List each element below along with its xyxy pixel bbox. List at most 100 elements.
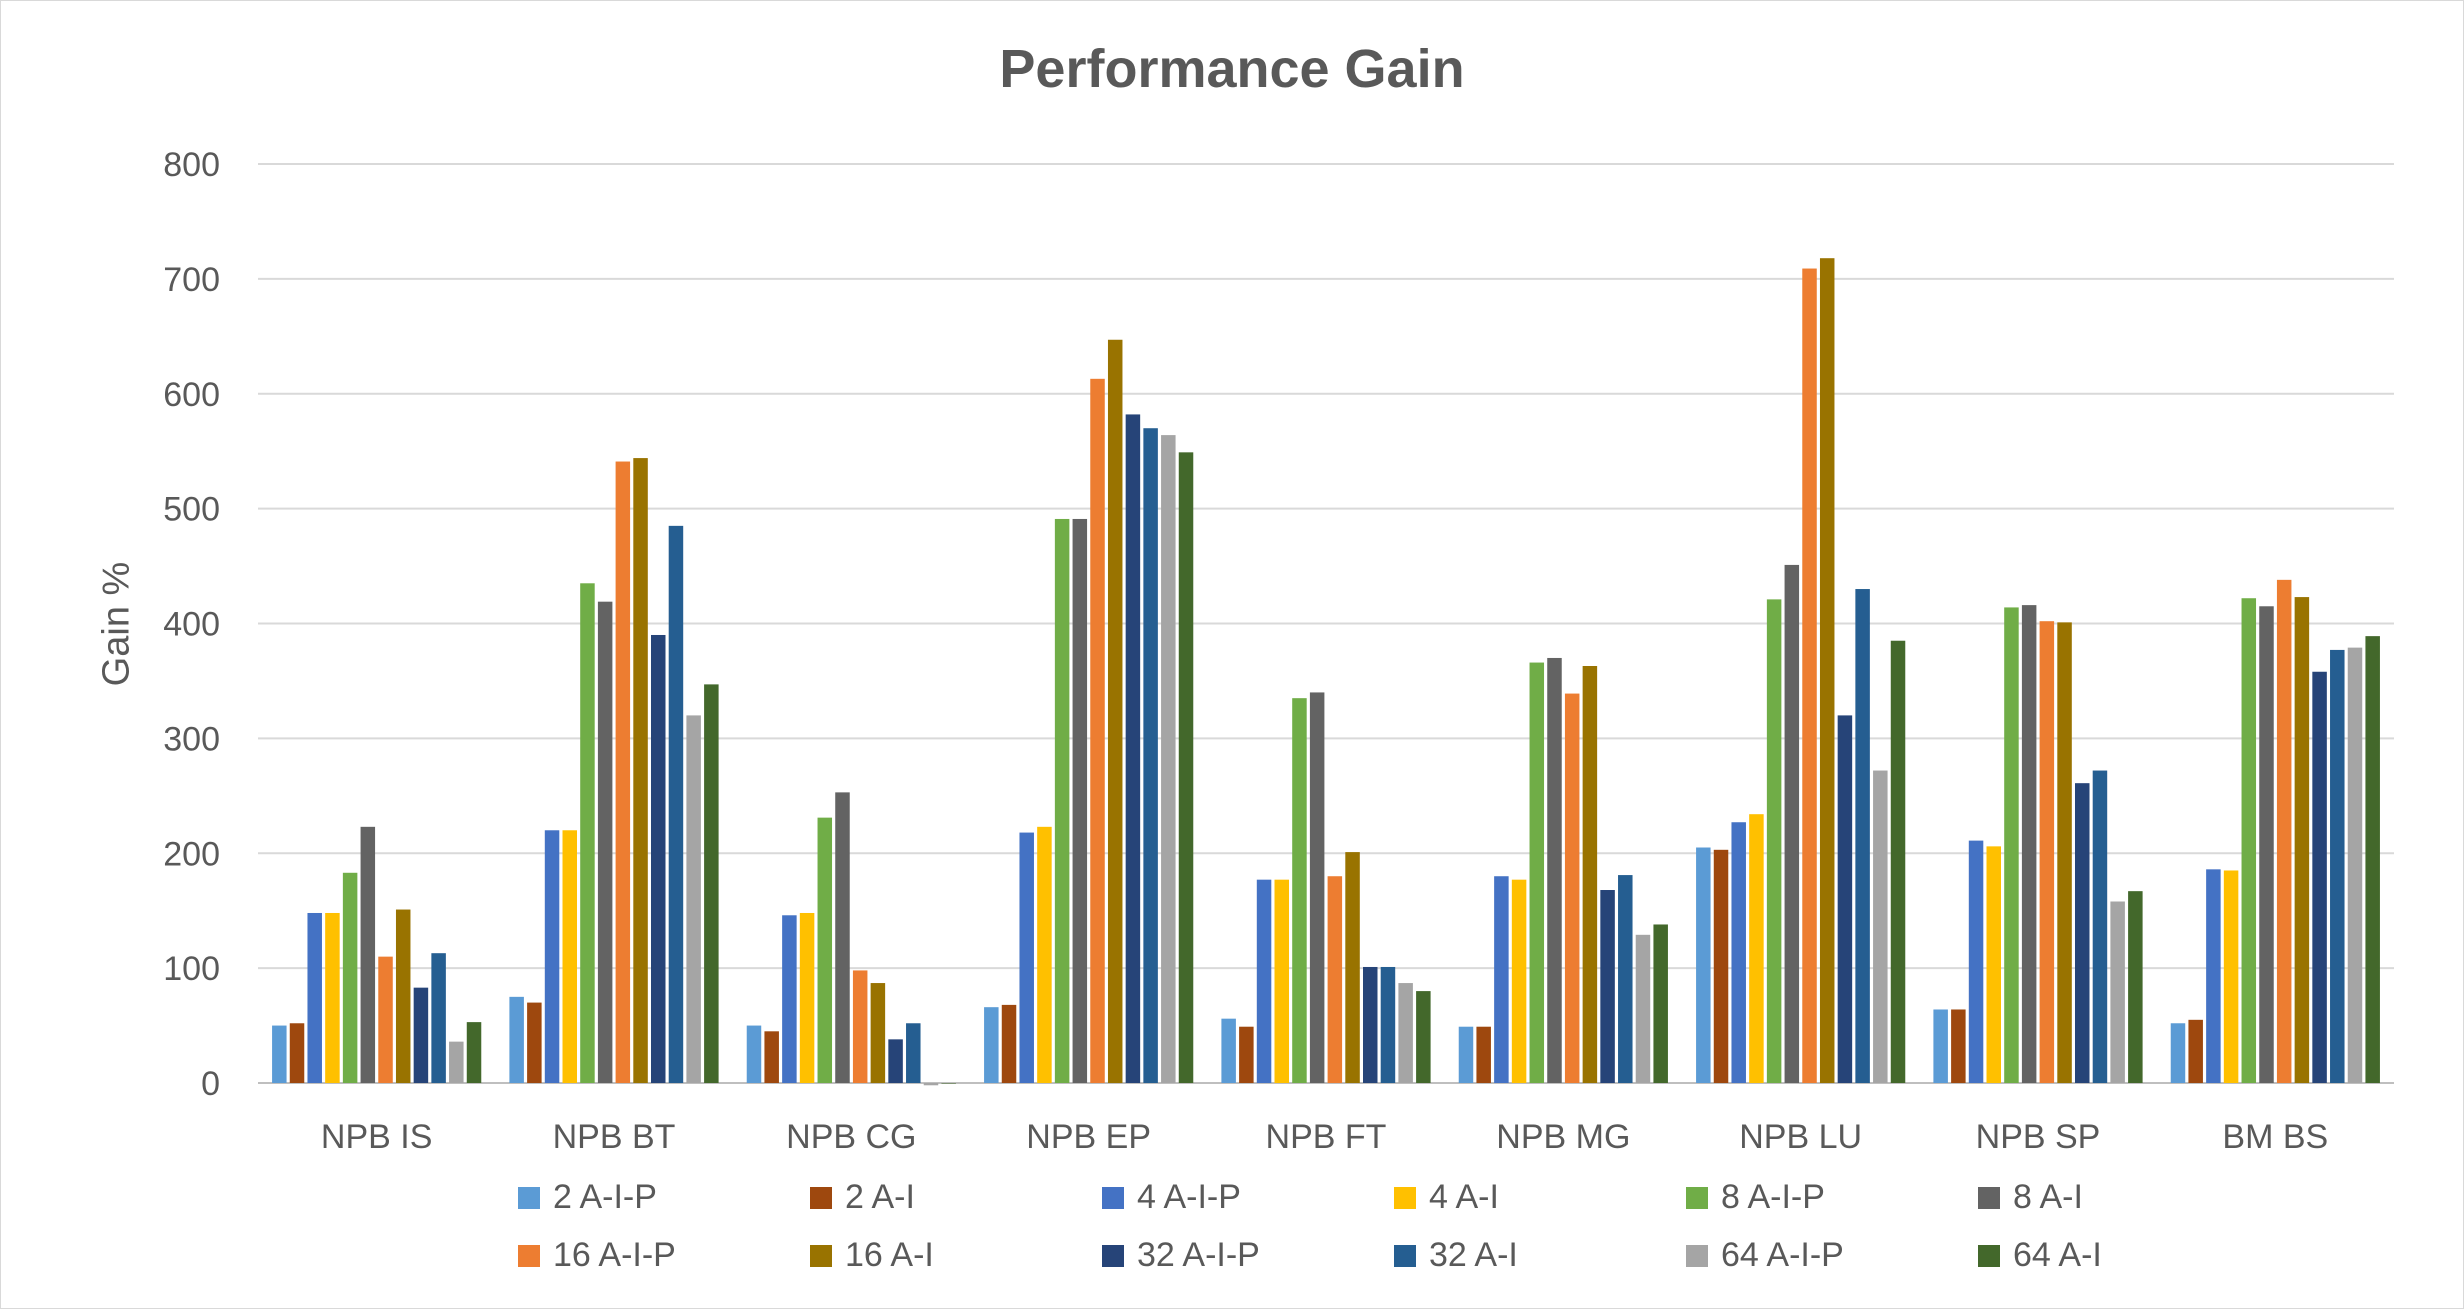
bar xyxy=(835,792,850,1083)
y-tick-label: 100 xyxy=(163,950,220,988)
bar xyxy=(597,601,613,1083)
bar xyxy=(1731,822,1746,1083)
y-tick-label: 500 xyxy=(163,491,220,529)
bar xyxy=(1529,662,1545,1083)
x-tick-label: NPB LU xyxy=(1739,1118,1862,1156)
bar xyxy=(1766,599,1782,1083)
bar xyxy=(378,956,393,1083)
bar xyxy=(852,970,868,1083)
legend-swatch xyxy=(1686,1245,1708,1267)
bar xyxy=(686,715,701,1083)
bar xyxy=(544,830,560,1083)
bar xyxy=(1784,564,1800,1083)
bar xyxy=(509,996,524,1083)
bar xyxy=(1398,983,1413,1083)
bar xyxy=(1001,1004,1017,1083)
bar xyxy=(360,826,376,1083)
x-tick-label: NPB MG xyxy=(1496,1118,1630,1156)
bar xyxy=(527,1002,542,1083)
bar xyxy=(1161,435,1176,1084)
bar xyxy=(1380,966,1396,1083)
bar xyxy=(1090,378,1105,1083)
bar xyxy=(325,912,340,1083)
legend-label: 2 A-I-P xyxy=(553,1178,657,1216)
bar xyxy=(888,1039,903,1083)
bar xyxy=(941,1083,956,1084)
legend-swatch xyxy=(1978,1245,2000,1267)
bar xyxy=(2092,770,2108,1083)
bar xyxy=(1178,452,1194,1083)
legend-swatch xyxy=(1394,1245,1416,1267)
bar xyxy=(923,1083,939,1086)
bar xyxy=(1345,852,1360,1083)
legend-label: 16 A-I-P xyxy=(553,1236,676,1274)
bar xyxy=(668,525,684,1083)
x-tick-label: NPB FT xyxy=(1266,1118,1387,1156)
legend-label: 32 A-I xyxy=(1429,1236,1518,1274)
bar xyxy=(870,983,886,1083)
bar xyxy=(1309,692,1325,1083)
x-tick-label: NPB SP xyxy=(1976,1118,2101,1156)
x-tick-label: NPB EP xyxy=(1026,1118,1151,1156)
bar xyxy=(906,1023,921,1083)
bar xyxy=(431,953,446,1083)
bar xyxy=(2330,649,2345,1083)
bar xyxy=(1819,258,1835,1083)
bar xyxy=(746,1025,762,1083)
y-tick-label: 200 xyxy=(163,835,220,873)
bar xyxy=(449,1041,464,1083)
legend-label: 4 A-I-P xyxy=(1137,1178,1241,1216)
bar xyxy=(2004,607,2019,1083)
bar xyxy=(1890,640,1906,1083)
bar xyxy=(2039,621,2055,1083)
legend-label: 4 A-I xyxy=(1429,1178,1499,1216)
bar xyxy=(1837,715,1853,1083)
bar xyxy=(1749,814,1764,1083)
legend-label: 32 A-I-P xyxy=(1137,1236,1260,1274)
legend-label: 8 A-I xyxy=(2013,1178,2083,1216)
bar xyxy=(799,912,815,1083)
bar xyxy=(2241,598,2257,1083)
x-tick-label: NPB CG xyxy=(786,1118,916,1156)
bar xyxy=(1582,666,1598,1083)
legend-swatch xyxy=(1102,1245,1124,1267)
bar xyxy=(2312,671,2327,1083)
bar xyxy=(1511,879,1527,1083)
bar xyxy=(1951,1009,1966,1083)
legend-swatch xyxy=(1686,1187,1708,1209)
bar xyxy=(764,1031,779,1083)
bar xyxy=(651,634,666,1083)
bar xyxy=(704,684,719,1083)
bar xyxy=(1072,518,1088,1083)
bar xyxy=(1564,693,1580,1083)
bar xyxy=(1547,657,1562,1083)
y-tick-label: 800 xyxy=(163,146,220,184)
bar xyxy=(1019,832,1034,1083)
bar xyxy=(2259,606,2274,1083)
bar xyxy=(1968,840,1984,1083)
y-tick-label: 700 xyxy=(163,261,220,299)
bar xyxy=(1037,826,1052,1083)
bar xyxy=(1600,890,1615,1083)
bar xyxy=(1476,1026,1491,1083)
bar xyxy=(1458,1026,1474,1083)
bar xyxy=(466,1022,482,1083)
bar xyxy=(1143,428,1158,1083)
bar xyxy=(2128,891,2143,1083)
bar xyxy=(817,817,833,1083)
bar xyxy=(272,1025,287,1083)
bar xyxy=(1125,414,1141,1083)
bar xyxy=(1933,1009,1948,1083)
bar xyxy=(2365,636,2380,1083)
bar xyxy=(782,915,797,1083)
y-tick-label: 300 xyxy=(163,720,220,758)
legend-label: 8 A-I-P xyxy=(1721,1178,1825,1216)
legend-label: 2 A-I xyxy=(845,1178,915,1216)
legend-swatch xyxy=(810,1245,832,1267)
legend-label: 64 A-I-P xyxy=(1721,1236,1844,1274)
x-tick-label: BM BS xyxy=(2222,1118,2328,1156)
x-tick-label: NPB IS xyxy=(321,1118,432,1156)
bar xyxy=(1986,846,2001,1083)
bar xyxy=(1054,518,1070,1083)
bar xyxy=(1239,1026,1254,1083)
